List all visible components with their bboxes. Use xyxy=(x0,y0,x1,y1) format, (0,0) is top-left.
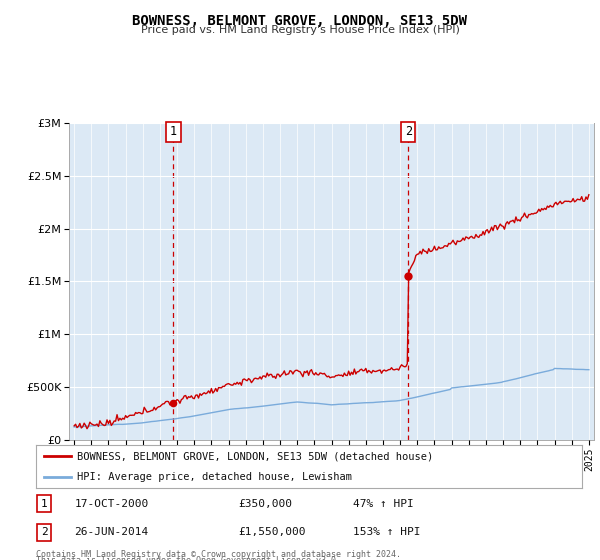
Text: 153% ↑ HPI: 153% ↑ HPI xyxy=(353,528,420,538)
Text: 2: 2 xyxy=(405,125,412,138)
Text: Contains HM Land Registry data © Crown copyright and database right 2024.: Contains HM Land Registry data © Crown c… xyxy=(36,550,401,559)
Bar xyxy=(173,123,409,440)
Text: HPI: Average price, detached house, Lewisham: HPI: Average price, detached house, Lewi… xyxy=(77,473,352,482)
Text: BOWNESS, BELMONT GROVE, LONDON, SE13 5DW (detached house): BOWNESS, BELMONT GROVE, LONDON, SE13 5DW… xyxy=(77,451,433,461)
Text: £1,550,000: £1,550,000 xyxy=(238,528,305,538)
Text: 2: 2 xyxy=(41,528,47,538)
Text: This data is licensed under the Open Government Licence v3.0.: This data is licensed under the Open Gov… xyxy=(36,556,341,560)
Text: 1: 1 xyxy=(41,498,47,508)
Text: £350,000: £350,000 xyxy=(238,498,292,508)
Text: Price paid vs. HM Land Registry's House Price Index (HPI): Price paid vs. HM Land Registry's House … xyxy=(140,25,460,35)
Text: 1: 1 xyxy=(170,125,177,138)
Text: BOWNESS, BELMONT GROVE, LONDON, SE13 5DW: BOWNESS, BELMONT GROVE, LONDON, SE13 5DW xyxy=(133,14,467,28)
Text: 47% ↑ HPI: 47% ↑ HPI xyxy=(353,498,413,508)
Text: 17-OCT-2000: 17-OCT-2000 xyxy=(74,498,148,508)
Text: 26-JUN-2014: 26-JUN-2014 xyxy=(74,528,148,538)
